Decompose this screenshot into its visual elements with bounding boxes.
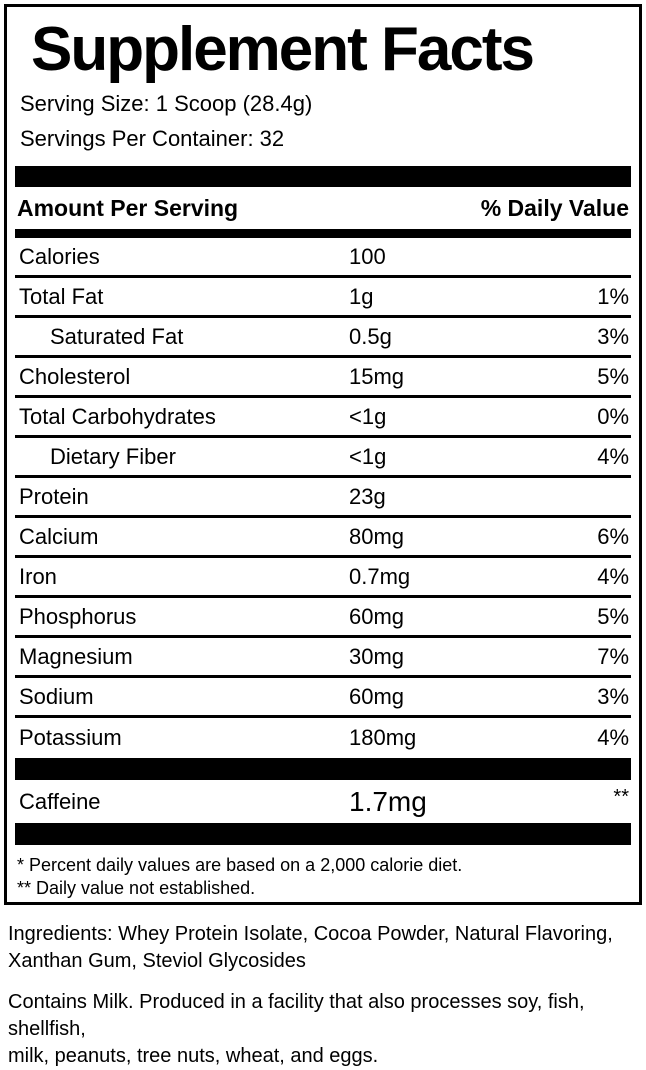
nutrient-daily-value: 6% [597,523,629,549]
nutrient-name: Sodium [19,683,94,709]
nutrient-name: Potassium [19,725,122,750]
nutrient-daily-value: 3% [597,323,629,349]
nutrient-amount: 60mg [349,603,405,629]
footnote-not-established: ** Daily value not established. [17,878,256,898]
supplement-facts-panel: Supplement Facts Serving Size: 1 Scoop (… [4,4,642,905]
ingredients-text: Ingredients: Whey Protein Isolate, Cocoa… [8,921,638,975]
nutrient-row-cholesterol: Cholesterol 15mg 5% [15,358,631,398]
nutrient-amount: 60mg [349,683,405,709]
nutrient-row-calories: Calories 100 [15,238,631,278]
nutrient-daily-value: 5% [597,363,629,389]
nutrient-amount: 1g [349,283,374,309]
daily-value-header: % Daily Value [480,194,629,221]
nutrient-amount: 30mg [349,643,405,669]
nutrient-daily-value: 0% [597,403,629,429]
nutrient-daily-value: 3% [597,683,629,709]
nutrient-row-dietary-fiber: Dietary Fiber <1g 4% [15,438,631,478]
nutrient-row-total-carbohydrates: Total Carbohydrates <1g 0% [15,398,631,438]
nutrient-row-caffeine: Caffeine 1.7mg ** [15,780,631,823]
nutrient-daily-value: 4% [597,563,629,589]
nutrient-row-saturated-fat: Saturated Fat 0.5g 3% [15,318,631,358]
nutrient-daily-value: 1% [597,283,629,309]
serving-size-text: Serving Size: 1 Scoop (28.4g) [20,91,313,116]
nutrient-daily-value: 7% [597,643,629,669]
nutrient-amount: <1g [349,403,387,429]
nutrient-daily-value: 4% [597,725,629,750]
nutrient-amount: 0.5g [349,323,392,349]
nutrient-name: Protein [19,483,89,509]
nutrient-name: Calories [19,243,100,269]
nutrient-name: Total Carbohydrates [19,403,216,429]
nutrient-name: Phosphorus [19,603,137,629]
footnote-daily-values: * Percent daily values are based on a 2,… [17,855,463,875]
allergen-line-2: milk, peanuts, tree nuts, wheat, and egg… [8,1045,379,1067]
nutrient-row-total-fat: Total Fat 1g 1% [15,278,631,318]
column-header-row: Amount Per Serving % Daily Value [15,187,631,229]
nutrient-name: Dietary Fiber [50,443,176,469]
allergen-line-1: Contains Milk. Produced in a facility th… [8,991,585,1040]
divider-bar-thick [15,166,631,187]
nutrient-amount: 180mg [349,725,417,750]
nutrient-row-calcium: Calcium 80mg 6% [15,518,631,558]
ingredients-line-2: Xanthan Gum, Steviol Glycosides [8,950,306,972]
nutrient-amount: 1.7mg [349,785,427,817]
nutrient-row-potassium: Potassium 180mg 4% [15,718,631,758]
footnotes: * Percent daily values are based on a 2,… [15,854,631,900]
amount-per-serving-header: Amount Per Serving [17,194,239,221]
nutrient-amount: 0.7mg [349,563,411,589]
nutrient-name: Iron [19,563,57,589]
divider-bar-thick [15,823,631,845]
nutrient-daily-value: 5% [597,603,629,629]
nutrient-name: Calcium [19,523,99,549]
nutrient-row-iron: Iron 0.7mg 4% [15,558,631,598]
nutrient-amount: 15mg [349,363,405,389]
nutrient-row-sodium: Sodium 60mg 3% [15,678,631,718]
nutrient-name: Saturated Fat [50,323,184,349]
ingredients-line-1: Ingredients: Whey Protein Isolate, Cocoa… [8,923,613,945]
panel-title: Supplement Facts [31,15,535,84]
nutrient-name: Magnesium [19,643,133,669]
nutrient-row-phosphorus: Phosphorus 60mg 5% [15,598,631,638]
nutrient-name: Caffeine [19,788,101,814]
divider-bar-medium [15,229,631,238]
nutrient-name: Total Fat [19,283,104,309]
nutrient-row-protein: Protein 23g [15,478,631,518]
nutrient-amount: 100 [349,243,386,269]
nutrient-amount: 80mg [349,523,405,549]
divider-bar-thick [15,758,631,780]
allergen-statement: Contains Milk. Produced in a facility th… [8,989,638,1070]
nutrient-amount: 23g [349,483,386,509]
servings-per-container-text: Servings Per Container: 32 [20,126,285,151]
nutrient-row-magnesium: Magnesium 30mg 7% [15,638,631,678]
nutrient-name: Cholesterol [19,363,131,389]
nutrient-daily-value: ** [613,786,629,808]
nutrient-amount: <1g [349,443,387,469]
nutrient-daily-value: 4% [597,443,629,469]
